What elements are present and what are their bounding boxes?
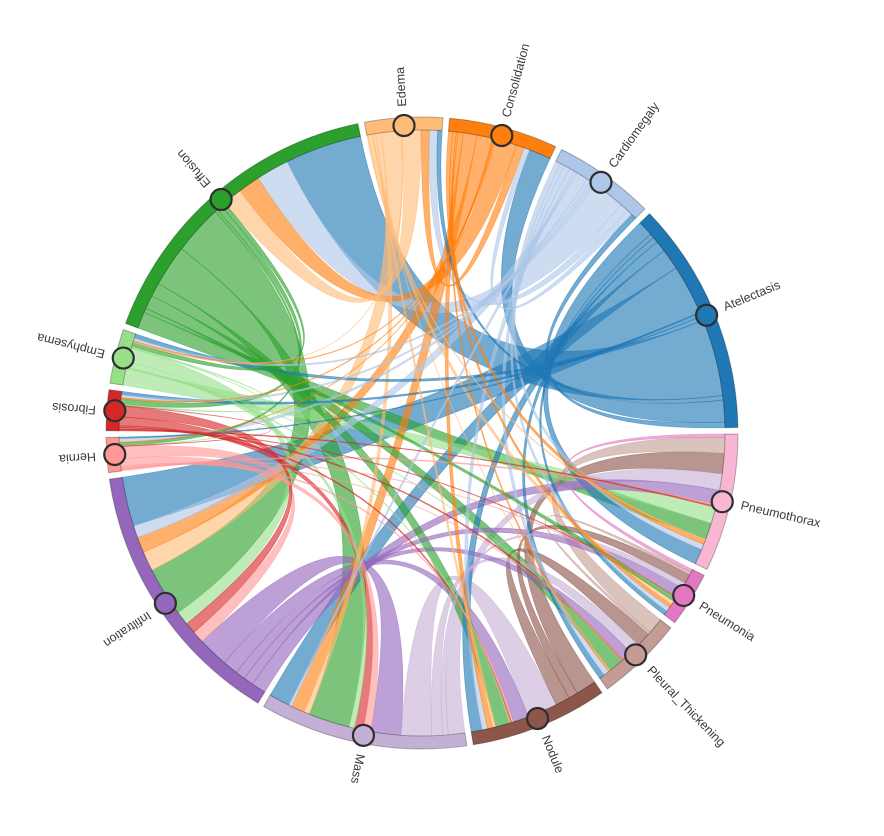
label-Edema: Edema [393,67,409,107]
ribbon-Cardiomegaly-Pneumothorax [512,160,705,551]
label-Atelectasis: Atelectasis [721,278,782,314]
arc-Effusion [124,122,362,329]
node-Infiltration [153,591,177,615]
ribbon-Emphysema-Pleural_Thickening [125,367,623,662]
label-Mass: Mass [348,753,367,785]
node-Atelectasis [694,303,719,327]
node-Edema [392,113,416,138]
label-Nodule: Nodule [539,733,567,775]
nodes-layer [103,113,734,747]
arc-Infiltration [108,476,266,704]
arc-Atelectasis [639,212,739,429]
node-Pneumothorax [710,490,734,514]
node-Hernia [103,442,127,467]
node-Cardiomegaly [589,170,613,194]
node-Pneumonia [672,583,696,608]
node-Effusion [209,187,233,212]
ribbon-Edema-Pleural_Thickening [371,133,611,672]
node-Fibrosis [103,399,127,423]
label-Pneumothorax: Pneumothorax [739,498,822,530]
ribbon-Emphysema-Nodule [125,366,511,724]
node-Emphysema [111,346,135,370]
label-Infiltration: Infiltration [101,609,154,651]
node-Consolidation [490,123,514,148]
label-Consolidation: Consolidation [499,42,532,119]
arc-Pneumothorax [694,433,739,571]
label-Fibrosis: Fibrosis [52,400,97,417]
label-Hernia: Hernia [59,450,97,467]
ribbon-Edema-Emphysema [132,130,404,364]
node-Pleural_Thickening [624,643,648,667]
label-Pneumonia: Pneumonia [697,599,758,644]
node-Mass [351,723,376,747]
label-Effusion: Effusion [174,147,214,190]
node-Nodule [525,706,550,731]
ribbon-Hernia-Nodule [120,462,514,723]
ribbon-Consolidation-Pleural_Thickening [450,131,611,673]
ribbon-Hernia-Pleural_Thickening [120,463,624,661]
label-Pleural_Thickening: Pleural_Thickening [644,663,728,749]
ribbon-Edema-Nodule [372,133,497,729]
ribbon-Cardiomegaly-Mass [288,170,578,707]
label-Emphysema: Emphysema [36,330,107,361]
arc-Nodule [470,681,603,746]
label-Cardiomegaly: Cardiomegaly [606,99,663,171]
